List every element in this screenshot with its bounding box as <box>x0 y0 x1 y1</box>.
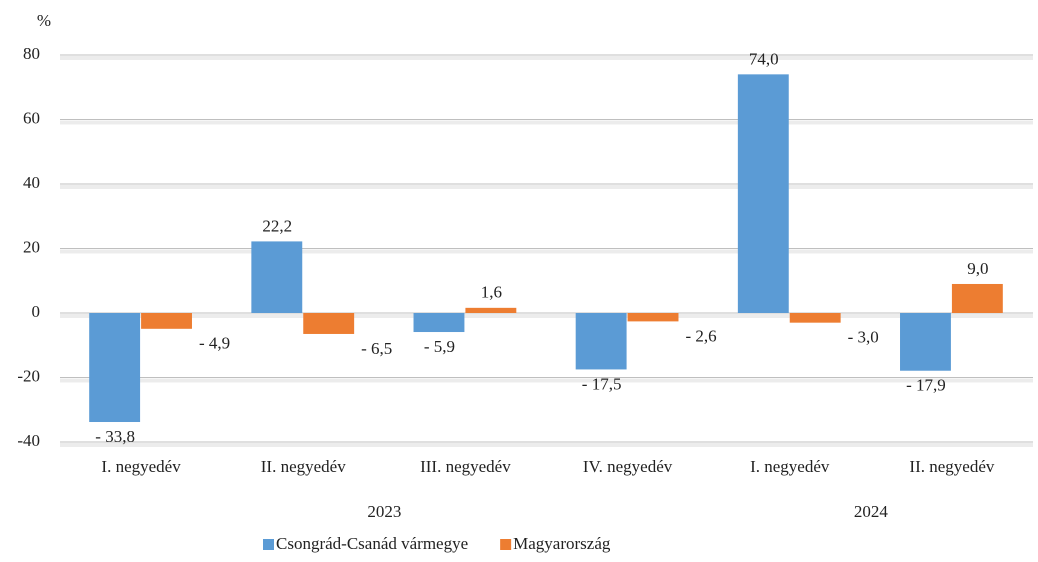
bar <box>89 313 141 423</box>
value-label: 74,0 <box>749 49 779 68</box>
y-axis-label: % <box>37 11 51 30</box>
x-tick-label: II. negyedév <box>909 457 994 476</box>
y-tick-label: 20 <box>23 237 40 256</box>
bar <box>951 283 1003 313</box>
bar <box>303 313 355 334</box>
bar <box>627 313 679 322</box>
bar <box>141 313 192 329</box>
value-label: - 17,9 <box>906 376 946 395</box>
bar <box>251 241 303 313</box>
x-tick-label: I. negyedév <box>101 457 181 476</box>
value-label: - 6,5 <box>361 339 392 358</box>
x-tick-label: IV. negyedév <box>583 457 673 476</box>
legend-label: Csongrád-Csanád vármegye <box>276 534 468 553</box>
value-label: 1,6 <box>481 283 502 302</box>
bar <box>465 307 517 313</box>
y-tick-label: 40 <box>23 173 40 192</box>
y-tick-label: 0 <box>32 302 41 321</box>
x-group-label: 2024 <box>854 502 889 521</box>
x-tick-label: II. negyedév <box>261 457 346 476</box>
x-tick-label: III. negyedév <box>420 457 511 476</box>
bar <box>737 74 789 313</box>
value-label: - 2,6 <box>685 326 716 345</box>
bar <box>575 313 627 370</box>
bar <box>900 313 951 371</box>
bar <box>789 313 841 323</box>
value-label: - 3,0 <box>848 328 879 347</box>
value-label: 9,0 <box>967 259 988 278</box>
y-tick-label: 60 <box>23 108 40 127</box>
y-tick-label: -40 <box>17 431 40 450</box>
y-tick-label: 80 <box>23 44 40 63</box>
bar <box>413 313 465 333</box>
legend-swatch <box>263 539 274 550</box>
x-tick-label: I. negyedév <box>750 457 830 476</box>
x-group-label: 2023 <box>367 502 401 521</box>
legend-swatch <box>500 539 512 550</box>
value-label: - 4,9 <box>199 334 230 353</box>
y-tick-label: -20 <box>17 366 40 385</box>
value-label: - 5,9 <box>424 337 455 356</box>
value-label: - 17,5 <box>582 374 622 393</box>
value-label: - 33,8 <box>95 427 135 446</box>
legend-label: Magyarország <box>513 534 611 553</box>
value-label: 22,2 <box>262 216 292 235</box>
